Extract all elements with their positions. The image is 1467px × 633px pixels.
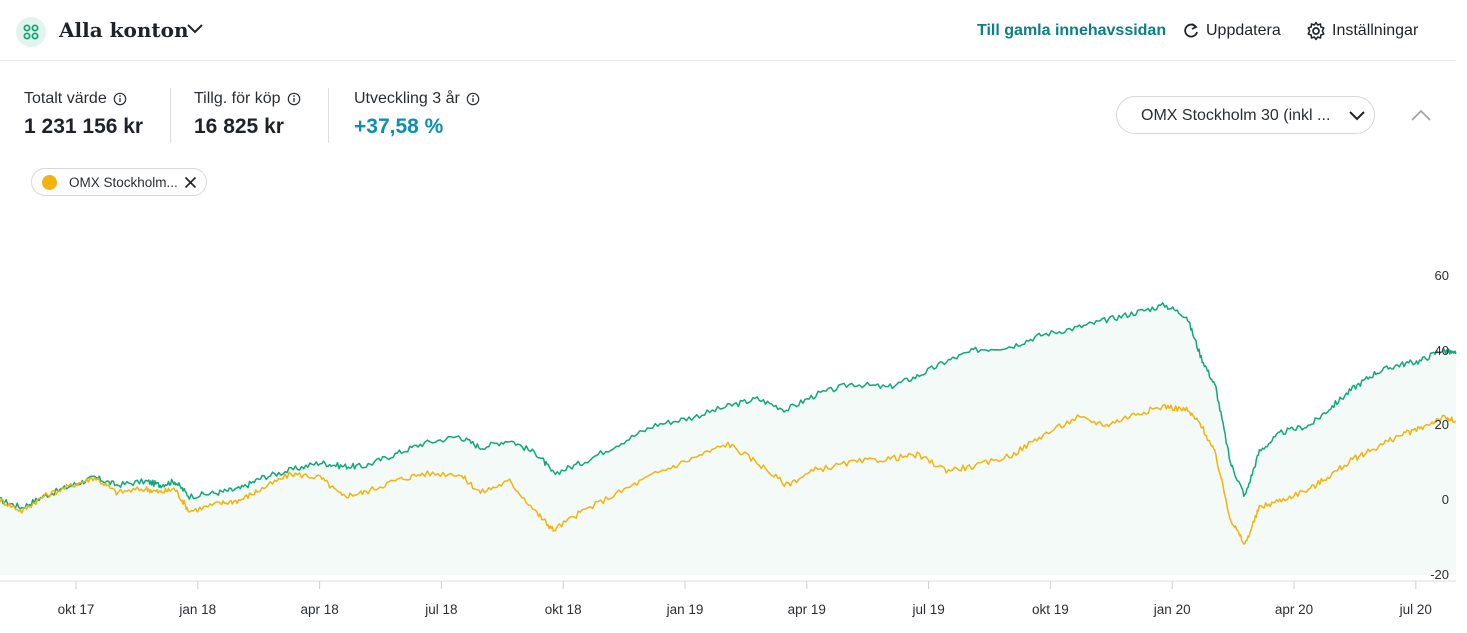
divider: [170, 88, 171, 143]
y-tick-label: 40: [1435, 343, 1449, 358]
account-title[interactable]: Alla konton: [59, 18, 189, 42]
portfolio-line: [0, 302, 1457, 510]
y-tick-label: -20: [1430, 567, 1449, 582]
info-icon[interactable]: [287, 92, 301, 106]
settings-label: Inställningar: [1332, 22, 1419, 39]
x-tick-label: jul 18: [424, 602, 457, 617]
stat-available-to-buy: Tillg. för köp 16 825 kr: [194, 90, 301, 139]
divider: [328, 88, 329, 143]
x-tick-label: okt 17: [58, 602, 95, 617]
settings-button[interactable]: Inställningar: [1306, 20, 1418, 42]
stat-label: Tillg. för köp: [194, 90, 281, 107]
stat-development-3y: Utveckling 3 år +37,58 %: [354, 90, 480, 139]
top-bar: Alla konton Till gamla innehavssidan Upp…: [0, 0, 1456, 61]
x-tick-label: jan 18: [178, 602, 216, 617]
info-icon[interactable]: [113, 92, 127, 106]
benchmark-index-select[interactable]: OMX Stockholm 30 (inkl ...: [1116, 96, 1375, 134]
benchmark-index-value: OMX Stockholm 30 (inkl ...: [1141, 107, 1331, 124]
legend-chip-label: OMX Stockholm...: [69, 175, 178, 190]
refresh-label: Uppdatera: [1206, 22, 1281, 39]
x-tick-label: jul 20: [1399, 602, 1432, 617]
collapse-chevron-up-icon[interactable]: [1410, 108, 1432, 122]
portfolio-area-fill: [0, 302, 1456, 575]
stat-total-value: Totalt värde 1 231 156 kr: [24, 90, 143, 139]
refresh-icon: [1184, 23, 1198, 38]
stat-label: Totalt värde: [24, 90, 107, 107]
performance-chart: okt 17 jan 18 apr 18 jul 18 okt 18 jan 19 apr …: [0, 268, 1457, 617]
stat-value: 1 231 156 kr: [24, 115, 144, 138]
x-tick-label: jan 19: [666, 602, 704, 617]
stat-value: 16 825 kr: [194, 115, 284, 138]
gear-icon: [1307, 21, 1325, 41]
old-holdings-link[interactable]: Till gamla innehavssidan: [977, 22, 1167, 39]
x-tick-label: apr 20: [1275, 602, 1313, 617]
index-line: [0, 403, 1457, 545]
stat-label: Utveckling 3 år: [354, 90, 460, 107]
y-tick-label: 0: [1442, 492, 1449, 507]
refresh-button[interactable]: Uppdatera: [1182, 20, 1281, 42]
x-tick-label: apr 19: [788, 602, 826, 617]
benchmark-legend-chip[interactable]: OMX Stockholm...: [31, 168, 207, 196]
close-icon[interactable]: [184, 176, 197, 189]
account-chevron-down-icon[interactable]: [186, 22, 204, 34]
info-icon[interactable]: [466, 92, 480, 106]
y-tick-label: 20: [1435, 417, 1449, 432]
x-tick-label: okt 19: [1032, 602, 1069, 617]
y-tick-label: 60: [1435, 268, 1449, 283]
chevron-down-icon: [1349, 111, 1365, 121]
accounts-grid-icon[interactable]: [16, 17, 46, 47]
x-tick-label: jan 20: [1153, 602, 1191, 617]
stat-value: +37,58 %: [354, 115, 444, 138]
x-tick-label: apr 18: [300, 602, 338, 617]
x-tick-label: okt 18: [545, 602, 582, 617]
legend-color-dot: [42, 175, 57, 190]
x-tick-label: jul 19: [911, 602, 944, 617]
